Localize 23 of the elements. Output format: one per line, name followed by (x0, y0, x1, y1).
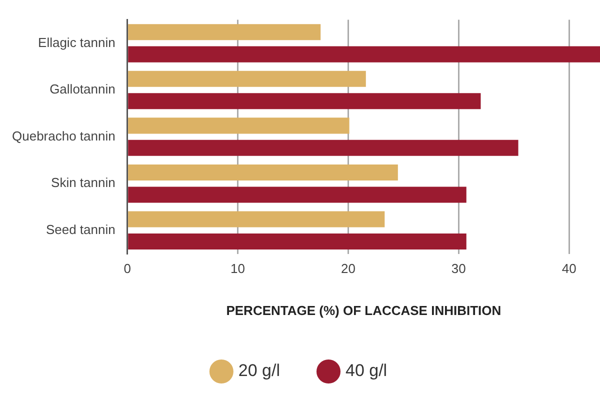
y-tick-label: Gallotannin (50, 82, 116, 97)
legend-label: 20 g/l (238, 361, 280, 380)
x-tick-label: 10 (230, 261, 246, 276)
bar (128, 24, 321, 40)
legend-label: 40 g/l (346, 361, 388, 380)
y-tick-label: Skin tannin (51, 175, 116, 190)
x-tick-label: 40 (562, 261, 576, 276)
bar (128, 164, 398, 180)
y-tick-label: Ellagic tannin (38, 34, 116, 50)
bar (128, 140, 518, 156)
y-tick-label: Quebracho tannin (12, 128, 116, 144)
bar (128, 186, 466, 203)
x-tick-label: 0 (124, 261, 131, 276)
y-tick-label: Seed tannin (46, 222, 116, 237)
bar (128, 118, 350, 134)
bar (128, 234, 466, 250)
bar (128, 211, 385, 228)
x-tick-label: 20 (340, 261, 356, 276)
x-axis-title: PERCENTAGE (%) OF LACCASE INHIBITION (226, 302, 502, 318)
bar (128, 70, 366, 87)
bar (128, 93, 481, 110)
bar (128, 46, 600, 62)
x-tick-label: 30 (451, 261, 466, 276)
